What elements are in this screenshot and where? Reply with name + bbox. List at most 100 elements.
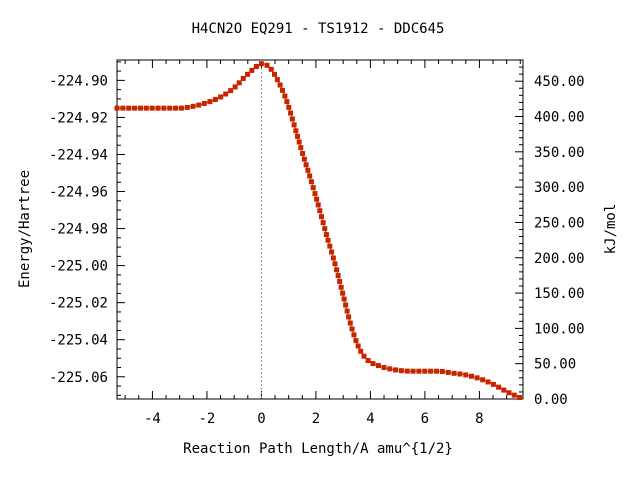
data-point [463, 372, 469, 378]
data-point [300, 151, 306, 157]
data-point [178, 105, 184, 111]
data-point [451, 370, 457, 376]
y-tick-label: -224.98 [49, 222, 108, 238]
data-point [298, 145, 304, 151]
y-tick-label: -225.04 [49, 333, 108, 349]
data-point [303, 162, 309, 168]
data-point [196, 102, 202, 108]
data-point [288, 110, 294, 116]
data-point [307, 173, 313, 179]
x-tick-label: 0 [257, 411, 265, 427]
y2-tick-label: 0.00 [534, 392, 568, 408]
data-point [344, 308, 350, 314]
data-point [332, 261, 338, 267]
data-point [315, 202, 321, 208]
data-point [490, 381, 496, 387]
data-point [264, 62, 270, 68]
data-point [132, 105, 138, 111]
data-point [301, 156, 307, 162]
data-point [370, 361, 376, 367]
data-point [496, 384, 502, 390]
data-point [155, 105, 161, 111]
x-tick-label: 8 [475, 411, 483, 427]
x-axis-label: Reaction Path Length/A amu^{1/2} [183, 441, 453, 457]
data-point [358, 348, 364, 354]
data-point [320, 220, 326, 226]
data-point [274, 77, 280, 83]
y2-tick-label: 250.00 [534, 215, 585, 231]
data-point [143, 105, 149, 111]
data-point [343, 302, 349, 308]
data-point [335, 273, 341, 279]
data-point [517, 394, 523, 400]
data-point [314, 196, 320, 202]
y2-tick-label: 300.00 [534, 180, 585, 196]
data-point [480, 377, 486, 383]
data-point [137, 105, 143, 111]
energy-curve [117, 63, 524, 400]
data-point [268, 66, 274, 72]
data-point [501, 387, 507, 393]
data-point [337, 278, 343, 284]
y-tick-label: -225.00 [49, 259, 108, 275]
data-point [223, 91, 229, 97]
data-point [340, 290, 346, 296]
data-point [114, 105, 120, 111]
data-point [355, 343, 361, 349]
y2-tick-label: 200.00 [534, 251, 585, 267]
data-point [284, 99, 290, 105]
data-point [341, 296, 347, 302]
data-point [485, 379, 491, 385]
data-point [207, 99, 213, 105]
data-point [381, 364, 387, 370]
data-point [323, 232, 329, 238]
axes-layer: -4 -2 0 2 4 6 8 -224.90 -224.92 -224.94 -224.96 -22… [49, 60, 585, 427]
data-point [347, 320, 353, 326]
y2-tick-label: 400.00 [534, 110, 585, 126]
y2-axis-label: kJ/mol [603, 204, 619, 255]
data-point [310, 185, 316, 191]
y-axis-label: Energy/Hartree [17, 170, 33, 288]
plot-frame [116, 59, 524, 400]
data-point [319, 214, 324, 220]
data-point [422, 368, 428, 374]
data-point [330, 255, 336, 261]
data-point [253, 63, 259, 69]
y-tick-label: -224.96 [49, 185, 108, 201]
data-point [173, 105, 179, 111]
chart-title: H4CN2O EQ291 - TS1912 - DDC645 [192, 21, 445, 37]
data-point [228, 88, 234, 94]
data-point [349, 326, 355, 332]
data-point [291, 122, 297, 128]
data-point [249, 67, 255, 73]
y-tick-label: -224.90 [49, 73, 108, 89]
data-point [282, 93, 288, 99]
data-point [286, 104, 292, 110]
data-point [346, 314, 352, 320]
data-point [289, 116, 295, 122]
y-tick-label: -224.92 [49, 110, 108, 126]
data-point [404, 368, 410, 374]
data-point [457, 371, 463, 377]
data-point [439, 368, 445, 374]
data-point [126, 105, 132, 111]
data-point [511, 392, 517, 398]
data-point [293, 128, 299, 134]
data-point [201, 100, 207, 106]
data-point [506, 390, 512, 396]
data-point [236, 80, 242, 86]
data-point [296, 139, 302, 145]
data-point [149, 105, 155, 111]
data-point [474, 375, 480, 381]
y-tick-label: -224.94 [49, 147, 108, 163]
x-tick-label: 4 [366, 411, 374, 427]
data-point [218, 94, 224, 100]
data-point [277, 82, 283, 88]
data-point [398, 368, 404, 374]
data-point [361, 353, 367, 359]
data-point [325, 237, 331, 243]
data-point [338, 284, 344, 290]
data-point [272, 71, 277, 77]
data-point [365, 357, 371, 363]
